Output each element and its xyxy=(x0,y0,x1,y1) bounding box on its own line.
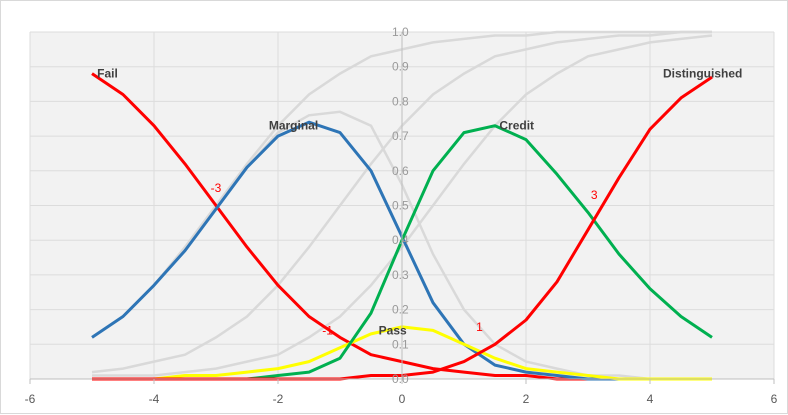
axes: 0.0 0.1 0.2 0.3 0.4 0.5 0.6 0.7 0.8 0.9 1.0 -6 -4 -2 0… xyxy=(25,25,778,406)
x-tick-label: 2 xyxy=(523,392,530,406)
x-tick-label: 6 xyxy=(771,392,778,406)
y-tick-label: 0.1 xyxy=(392,337,409,351)
y-tick-label: 1.0 xyxy=(392,25,409,39)
x-tick-label: -4 xyxy=(149,392,160,406)
x-tick-label: 4 xyxy=(647,392,654,406)
y-tick-label: 0.4 xyxy=(392,233,409,247)
y-tick-label: 0.2 xyxy=(392,303,409,317)
labels: Fail Marginal Pass Credit Distinguished -3 -1 1… xyxy=(97,67,742,338)
curve-label-fail: Fail xyxy=(97,67,118,81)
curve-label-distinguished: Distinguished xyxy=(663,67,742,81)
y-tick-label: 0.7 xyxy=(392,129,409,143)
threshold-label: 1 xyxy=(476,320,483,334)
threshold-label: -1 xyxy=(322,323,333,337)
x-tick-label: -6 xyxy=(25,392,36,406)
y-tick-label: 0.8 xyxy=(392,94,409,108)
y-tick-label: 0.0 xyxy=(392,372,409,386)
threshold-label: -3 xyxy=(211,181,222,195)
x-tick-label: 0 xyxy=(399,392,406,406)
y-tick-label: 0.9 xyxy=(392,60,409,74)
y-tick-label: 0.6 xyxy=(392,164,409,178)
threshold-label: 3 xyxy=(591,188,598,202)
y-tick-label: 0.3 xyxy=(392,268,409,282)
y-tick-label: 0.5 xyxy=(392,199,409,213)
curve-label-pass: Pass xyxy=(379,323,407,337)
x-tick-label: -2 xyxy=(273,392,284,406)
curve-label-credit: Credit xyxy=(499,119,534,133)
curve-label-marginal: Marginal xyxy=(269,119,318,133)
